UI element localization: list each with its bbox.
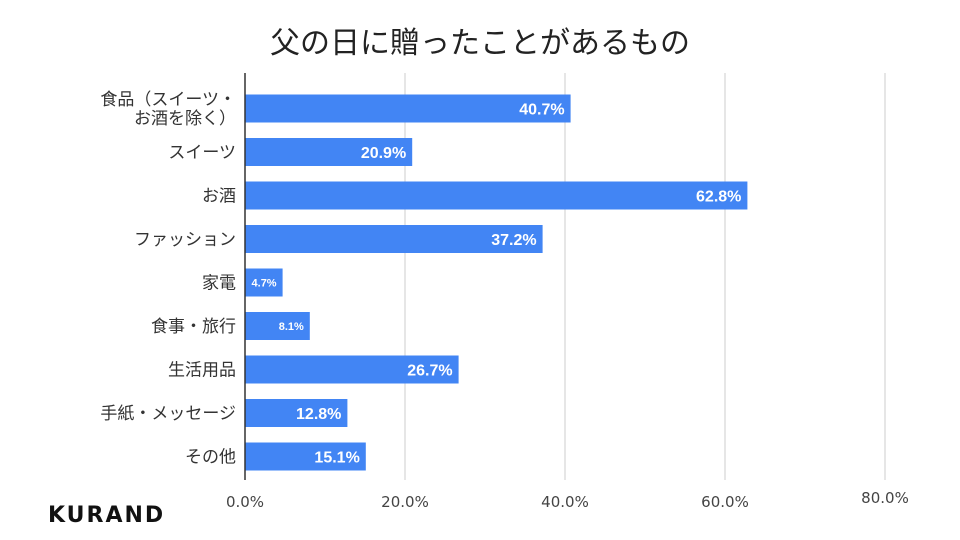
labels: 0.0% 20.0% 40.0% 60.0% 80.0% 40.7% 食品（スイーツ・お酒を… <box>100 90 909 511</box>
data-label-3: 37.2% <box>491 232 536 249</box>
bar-4 <box>245 268 283 297</box>
category-label-0-line-0: 食品（スイーツ・ <box>100 90 236 110</box>
category-label-0-line-1: お酒を除く） <box>134 109 236 129</box>
bar-5 <box>245 312 310 340</box>
bar-1 <box>245 138 413 166</box>
data-label-1: 20.9% <box>361 145 406 162</box>
category-label-7: 手紙・メッセージ <box>100 404 236 424</box>
category-label-4: 家電 <box>202 274 236 294</box>
x-tick-label-80: 80.0% <box>861 489 909 507</box>
bar-6 <box>245 355 459 384</box>
bar-8 <box>245 442 366 471</box>
bar-0 <box>245 94 571 123</box>
kurand-logo: KURAND <box>48 503 166 528</box>
category-label-2: お酒 <box>202 187 236 207</box>
bar-2 <box>245 181 748 210</box>
bar-3 <box>245 225 543 253</box>
data-label-2: 62.8% <box>696 189 741 206</box>
chart-title: 父の日に贈ったことがあるもの <box>270 26 690 61</box>
category-label-3: ファッション <box>134 230 236 250</box>
bar-7 <box>245 399 348 427</box>
x-tick-label-0: 0.0% <box>226 493 264 511</box>
grid-lines <box>404 73 886 480</box>
data-label-0: 40.7% <box>519 102 564 119</box>
data-label-4: 4.7% <box>252 278 277 290</box>
x-tick-label-40: 40.0% <box>541 493 589 511</box>
data-label-7: 12.8% <box>296 406 341 423</box>
category-label-5: 食事・旅行 <box>151 317 236 337</box>
category-label-8: その他 <box>185 448 236 468</box>
data-label-6: 26.7% <box>407 363 452 380</box>
x-tick-label-60: 60.0% <box>701 493 749 511</box>
category-label-1: スイーツ <box>168 143 236 163</box>
data-label-5: 8.1% <box>279 321 304 333</box>
x-tick-label-20: 20.0% <box>381 493 429 511</box>
category-label-6: 生活用品 <box>168 361 236 381</box>
bars <box>245 94 748 471</box>
data-label-8: 15.1% <box>314 450 359 467</box>
